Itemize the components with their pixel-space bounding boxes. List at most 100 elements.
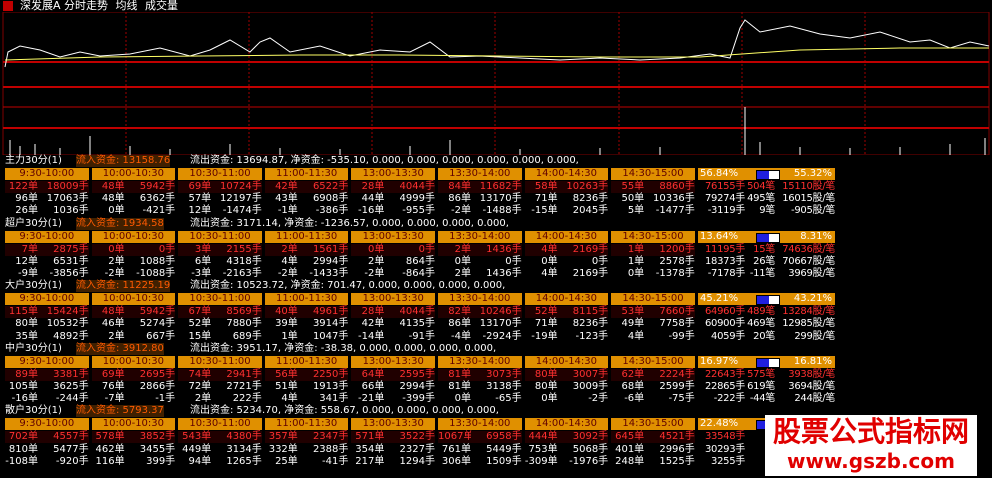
order-count: 306单 <box>441 455 471 467</box>
volume: 2695手 <box>124 368 176 381</box>
volume: 2169手 <box>572 268 609 279</box>
volume: 222手 <box>232 393 262 405</box>
order-count: 68单 <box>621 381 645 392</box>
volume: -1378手 <box>655 268 695 279</box>
total: 64960手 <box>704 306 745 318</box>
order-count: 810单 <box>8 443 38 455</box>
volume: 8115手 <box>557 306 609 319</box>
inflow: 流入资金: 11225.19 <box>76 280 171 293</box>
order-count: 1单 <box>281 330 298 342</box>
total: 504笔 <box>747 181 775 192</box>
order-count: 702单 <box>5 431 38 444</box>
time-slot: 9:30-10:00 <box>5 293 89 306</box>
volume: 1561手 <box>297 243 349 256</box>
order-count: -19单 <box>531 330 558 342</box>
volume: 17063手 <box>46 193 89 205</box>
order-count: 4单 <box>541 268 558 279</box>
order-count: 76单 <box>101 381 125 392</box>
volume: -920手 <box>55 455 89 467</box>
volume: 3914手 <box>312 318 349 330</box>
order-count: 69单 <box>91 368 125 381</box>
time-slot: 11:00-11:30 <box>264 230 349 243</box>
order-count: 52单 <box>524 306 558 319</box>
volume: 3073手 <box>471 368 522 381</box>
time-slot: 14:00-14:30 <box>524 293 609 306</box>
total: -44笔 <box>749 393 775 405</box>
time-slot: 9:30-10:00 <box>5 168 89 180</box>
volume: 10532手 <box>46 318 89 330</box>
ratio-left: 16.97% <box>700 355 739 367</box>
section-name: 中户30分(1) <box>5 342 62 354</box>
volume: 2994手 <box>399 381 435 392</box>
ratio-bar-fill <box>757 171 769 179</box>
order-count: -7单 <box>104 393 125 405</box>
time-slot: 10:00-10:30 <box>91 168 176 180</box>
order-count: 578单 <box>91 431 125 444</box>
order-count: 5单 <box>627 205 645 217</box>
order-count: 115单 <box>5 306 38 319</box>
order-count: -6单 <box>624 393 645 405</box>
order-count: 645单 <box>611 431 645 444</box>
total: 22643手 <box>704 368 745 380</box>
order-count: 44单 <box>361 193 385 205</box>
total: 299股/笔 <box>794 330 835 342</box>
order-count: 4单 <box>281 255 298 267</box>
volume: 2994手 <box>312 255 349 267</box>
volume: 2155手 <box>211 243 262 256</box>
ratio-right: 16.81% <box>793 355 832 367</box>
time-slot: 14:00-14:30 <box>524 418 609 431</box>
order-count: -3单 <box>191 268 212 279</box>
summary: 流出资金: 3951.17, 净资金: -38.38, 0.000, 0.000… <box>190 342 497 354</box>
time-slot: 13:00-13:30 <box>351 418 435 431</box>
volume: 3007手 <box>557 368 609 381</box>
volume: 2941手 <box>211 368 262 381</box>
volume: 6362手 <box>139 193 176 205</box>
volume: 6908手 <box>312 193 349 205</box>
total: 70667股/笔 <box>782 255 835 267</box>
volume: 1200手 <box>644 243 695 256</box>
summary: 流出资金: 3171.14, 净资金: -1236.57, 0.000, 0.0… <box>190 217 509 229</box>
volume: 13170手 <box>479 318 522 330</box>
inflow: 流入资金: 13158.76 <box>76 155 171 167</box>
total: -905股/笔 <box>791 205 835 217</box>
order-count: 1单 <box>611 243 645 256</box>
order-count: 401单 <box>615 443 645 455</box>
volume: 1036手 <box>53 205 89 217</box>
order-count: 105单 <box>8 381 38 392</box>
volume: -91手 <box>408 330 435 342</box>
time-slot: 14:30-15:00 <box>611 230 695 243</box>
time-slot: 10:00-10:30 <box>91 418 176 431</box>
total: 20笔 <box>753 330 775 342</box>
total: 619笔 <box>747 381 775 392</box>
volume: -399手 <box>402 393 435 405</box>
volume: -1433手 <box>309 268 349 279</box>
order-count: 26单 <box>15 205 38 217</box>
volume: 341手 <box>319 393 349 405</box>
title-bar: 深发展A 分时走势 均线 成交量 <box>20 0 178 12</box>
time-slot: 14:00-14:30 <box>524 355 609 368</box>
ratio-bar-fill <box>757 421 769 430</box>
total: 3969股/笔 <box>788 268 835 279</box>
volume: 10263手 <box>557 181 609 193</box>
volume: 12197手 <box>219 193 262 205</box>
order-count: 332单 <box>268 443 298 455</box>
chart-frame <box>2 12 990 155</box>
volume: -123手 <box>575 330 609 342</box>
order-count: 4单 <box>524 243 558 256</box>
summary: 流出资金: 10523.72, 净资金: 701.47, 0.000, 0.00… <box>190 280 506 292</box>
volume: 2599手 <box>659 381 695 392</box>
volume: 18009手 <box>38 181 89 193</box>
volume: 11682手 <box>471 181 522 193</box>
volume: 8236手 <box>572 318 609 330</box>
time-slot: 13:00-13:30 <box>351 230 435 243</box>
total: 76155手 <box>704 181 745 192</box>
order-count: -309单 <box>524 455 558 467</box>
order-count: 35单 <box>15 330 38 342</box>
volume: 6958手 <box>471 431 522 444</box>
order-count: 42单 <box>361 318 385 330</box>
order-count: 6单 <box>194 255 212 267</box>
time-slot: 10:30-11:00 <box>178 230 262 243</box>
order-count: 48单 <box>101 193 125 205</box>
inflow: 流入资金: 1934.58 <box>76 217 164 230</box>
watermark-url: www.gszb.com <box>787 449 955 473</box>
